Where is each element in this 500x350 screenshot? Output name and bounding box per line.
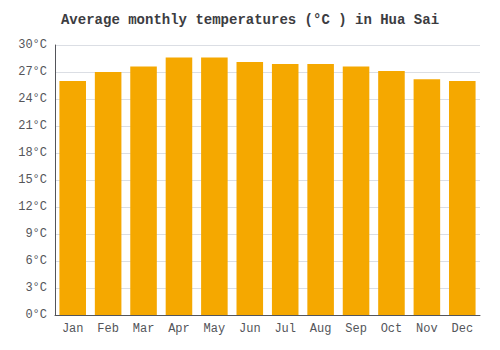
svg-text:9°C: 9°C [25, 227, 47, 241]
svg-text:Apr: Apr [168, 322, 190, 336]
svg-text:18°C: 18°C [18, 146, 47, 160]
svg-text:Nov: Nov [416, 322, 438, 336]
svg-text:21°C: 21°C [18, 119, 47, 133]
svg-text:Aug: Aug [310, 322, 332, 336]
svg-text:Jun: Jun [239, 322, 261, 336]
svg-text:12°C: 12°C [18, 200, 47, 214]
svg-text:Oct: Oct [381, 322, 403, 336]
svg-text:Feb: Feb [97, 322, 119, 336]
svg-text:Average monthly temperatures (: Average monthly temperatures (°C ) in Hu… [61, 12, 439, 28]
svg-text:Sep: Sep [345, 322, 367, 336]
svg-text:24°C: 24°C [18, 92, 47, 106]
svg-text:3°C: 3°C [25, 281, 47, 295]
svg-text:May: May [204, 322, 226, 336]
svg-text:6°C: 6°C [25, 254, 47, 268]
svg-text:0°C: 0°C [25, 308, 47, 322]
svg-text:Jan: Jan [62, 322, 84, 336]
svg-text:27°C: 27°C [18, 65, 47, 79]
svg-text:15°C: 15°C [18, 173, 47, 187]
svg-text:30°C: 30°C [18, 38, 47, 52]
svg-text:Jul: Jul [274, 322, 296, 336]
svg-text:Dec: Dec [451, 322, 473, 336]
svg-text:Mar: Mar [133, 322, 155, 336]
